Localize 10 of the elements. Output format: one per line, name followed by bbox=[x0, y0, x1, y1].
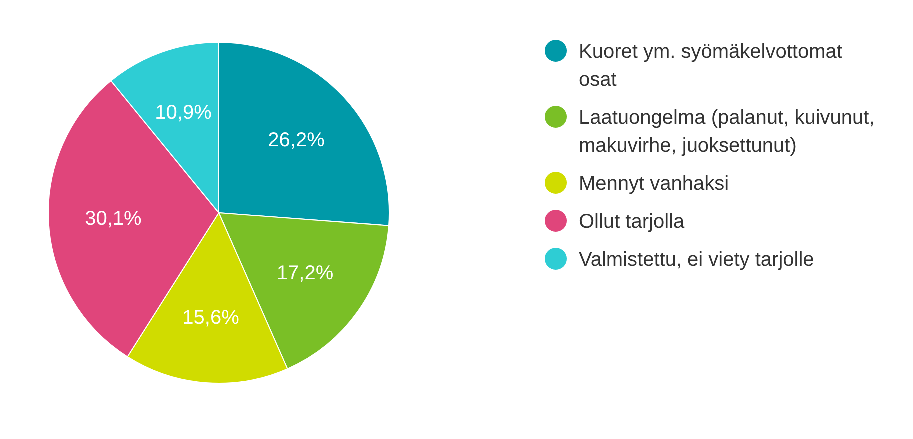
data-label: 26,2% bbox=[268, 130, 326, 152]
data-label: 30,1% bbox=[85, 208, 142, 230]
legend-label: Ollut tarjolla bbox=[579, 210, 685, 235]
legend-label: Mennyt vanhaksi bbox=[579, 172, 730, 197]
data-label: 17,2% bbox=[276, 262, 334, 285]
data-label: 15,6% bbox=[182, 306, 240, 329]
legend-label: Laatuongelma (palanut, kuivunut, makuvirhe, juoksettunut) bbox=[579, 106, 875, 159]
legend-label: Valmistettu, ei viety tarjolle bbox=[579, 248, 814, 273]
data-label: 10,9% bbox=[155, 102, 212, 124]
legend-label: Kuoret ym. syömäkelvottomat osat bbox=[579, 40, 844, 93]
